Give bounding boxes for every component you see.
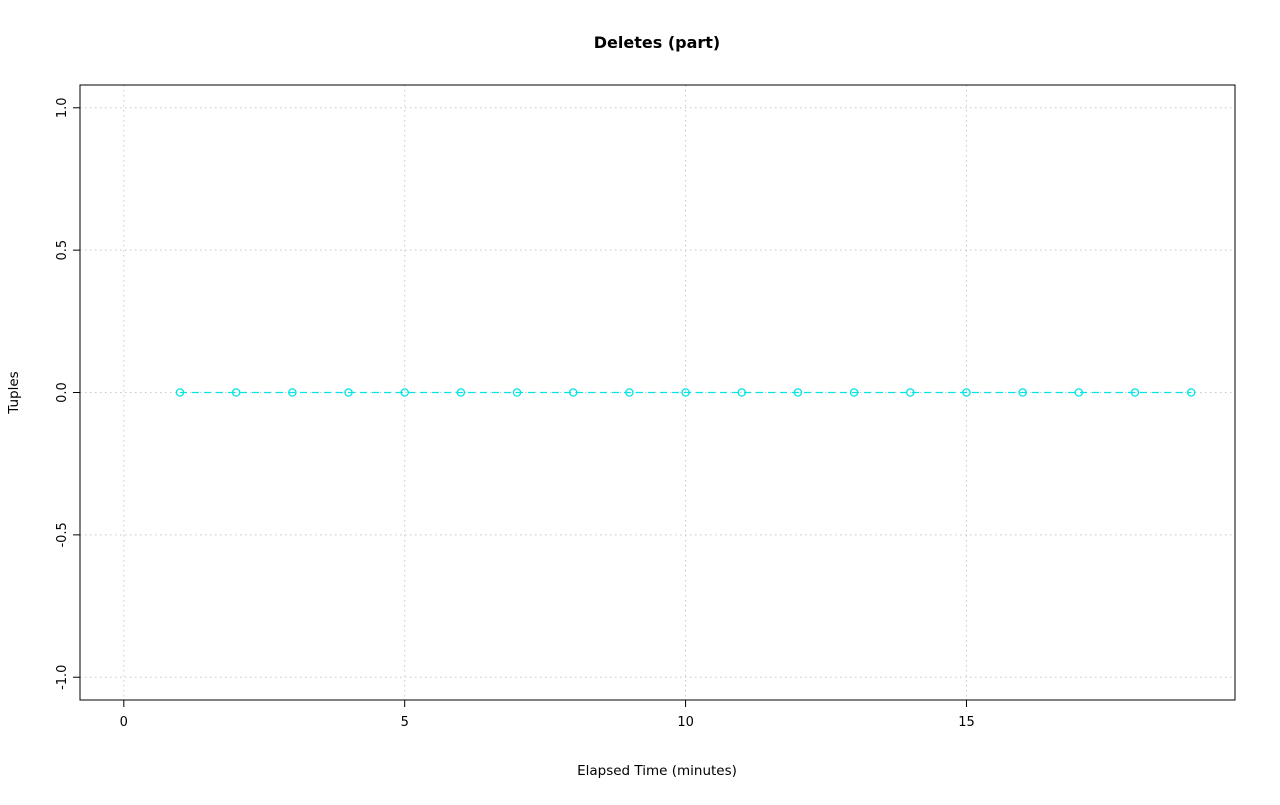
x-tick-label: 5 — [401, 715, 409, 730]
x-axis-label: Elapsed Time (minutes) — [577, 763, 737, 779]
axis-ticks: 0 5 10 15 -1.0 -0.5 0.0 0.5 1.0 — [55, 97, 975, 730]
y-tick-label: 0.0 — [55, 382, 70, 403]
data-point — [456, 388, 466, 397]
data-point — [175, 388, 185, 397]
plot-border — [79, 84, 1236, 701]
x-tick-label: 15 — [958, 715, 975, 730]
x-tick-label: 0 — [120, 715, 128, 730]
data-point — [1130, 388, 1140, 397]
y-tick-label: -0.5 — [55, 522, 70, 547]
data-point — [962, 388, 971, 397]
data-series — [175, 388, 1196, 397]
data-point — [231, 388, 241, 397]
data-point — [1018, 388, 1027, 397]
data-point — [1074, 388, 1084, 397]
data-point — [849, 388, 859, 397]
data-point — [793, 388, 803, 397]
y-tick-label: 1.0 — [55, 97, 70, 118]
data-point — [737, 388, 747, 397]
data-point — [625, 388, 634, 397]
chart-title: Deletes (part) — [594, 33, 720, 52]
data-point — [1186, 388, 1196, 397]
data-point — [512, 388, 522, 397]
y-tick-label: 0.5 — [55, 240, 70, 261]
x-tick-label: 10 — [677, 715, 694, 730]
data-point — [906, 388, 915, 397]
y-axis-label: Tuples — [6, 371, 22, 414]
data-point — [681, 388, 690, 397]
data-point — [400, 388, 409, 397]
data-point — [344, 388, 353, 397]
y-tick-label: -1.0 — [55, 665, 70, 690]
data-point — [288, 388, 297, 397]
data-point — [568, 388, 578, 397]
